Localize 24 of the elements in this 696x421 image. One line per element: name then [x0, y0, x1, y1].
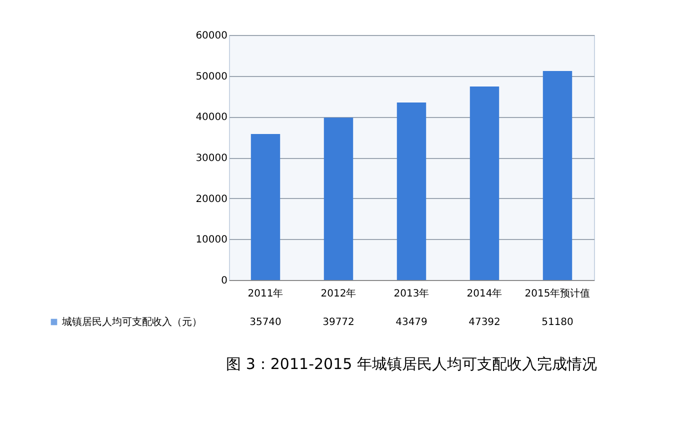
bar — [396, 102, 426, 280]
x-tick-label: 2012年 — [320, 288, 356, 300]
bar — [324, 118, 354, 280]
bar — [542, 71, 572, 280]
y-tick-label: 40000 — [196, 112, 228, 124]
y-tick-label: 30000 — [196, 153, 228, 164]
x-tick-label: 2013年 — [394, 288, 430, 300]
x-tick-label: 2011年 — [248, 288, 284, 300]
bar — [250, 134, 280, 280]
y-tick-label: 50000 — [196, 71, 228, 82]
legend-label: 城镇居民人均可支配收入（元） — [61, 316, 202, 328]
bar — [470, 86, 500, 280]
data-label: 51180 — [542, 317, 574, 328]
data-label: 43479 — [396, 317, 428, 328]
text: 图 3：2011-2015 年城镇居民人均可支配收入完成情况 — [226, 355, 597, 373]
data-label: 47392 — [468, 317, 500, 328]
data-label: 35740 — [250, 317, 282, 328]
y-tick-label: 0 — [221, 276, 228, 286]
x-tick-label: 2014年 — [466, 288, 502, 300]
data-label: 39772 — [322, 317, 354, 328]
y-tick-label: 60000 — [196, 30, 228, 42]
y-tick-label: 20000 — [196, 194, 228, 205]
y-tick-label: 10000 — [196, 234, 228, 246]
x-tick-label: 2015年预计值 — [524, 288, 590, 300]
